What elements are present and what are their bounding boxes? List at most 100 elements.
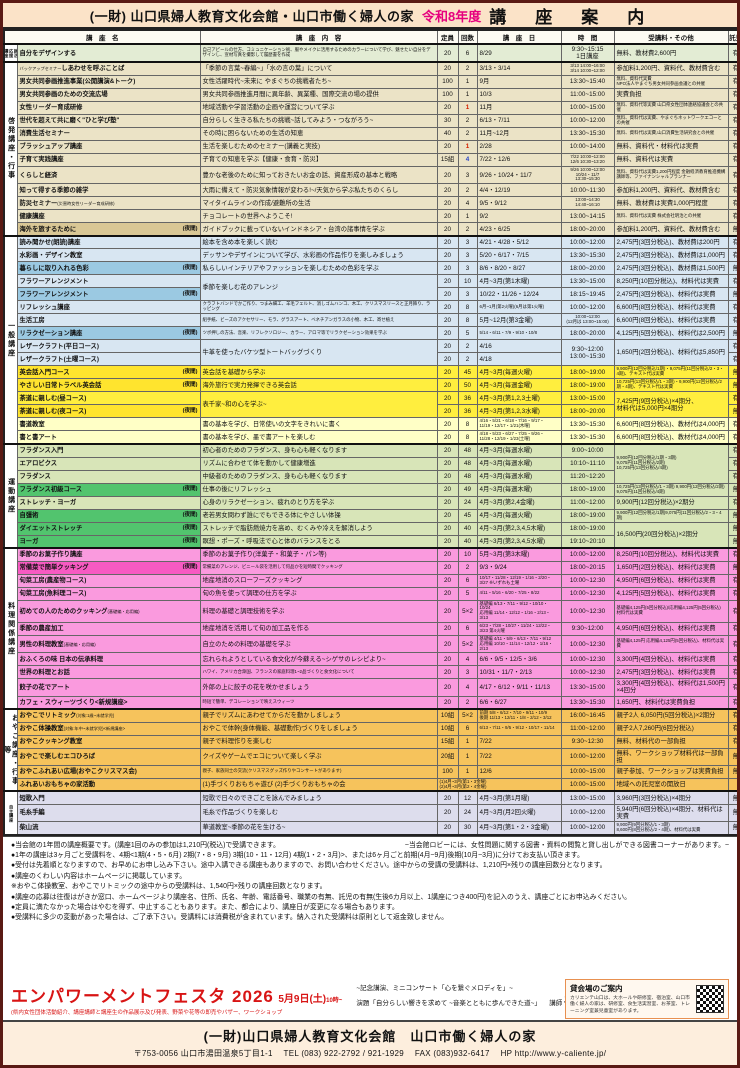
course-dates: 4/16 — [476, 339, 562, 354]
course-row: (夜間) やさしい日常トラベル英会話 海外旅行で実力発揮できる英会話 20 50 4月~3… — [4, 378, 737, 393]
course-time: 18:00~20:15 — [560, 560, 615, 575]
childcare-flag — [727, 777, 737, 792]
course-name: 世界の料理とお話 — [16, 665, 201, 680]
capacity: 20 — [436, 621, 459, 636]
course-time: 10:00~12:00 (12月は 13:00~15:00) — [560, 313, 615, 328]
course-dates: 9/2 — [476, 209, 562, 224]
festa-desc: (県内女性団体活動紹介、講座講師と講座生の作品展示及び発表、野菜や花等の即売やバ… — [11, 1010, 283, 1016]
group-label: 一般講座 — [3, 234, 18, 445]
course-desc: 豊かな老後のために知っておきたいお金の話、資産形成の基本と戦略 — [199, 165, 438, 185]
capacity: 20 — [436, 521, 459, 536]
footer-address: 〒753-0056 山口市湯田温泉5丁目1-1 — [133, 1049, 273, 1058]
course-time: 18:00~20:00 — [560, 222, 615, 237]
course-row: 子育て実践講座 子育ての知恵を学ぶ【健康・食育・防災】 15組 4 7/22・12/6 7… — [4, 152, 737, 167]
course-name: 水彩画・デザイン教室 — [16, 248, 201, 263]
footer-contact: 〒753-0056 山口市湯田温泉5丁目1-1 TEL (083) 922-27… — [3, 1048, 737, 1059]
course-fee: 8,250円(10回分税込)、材料代は実費 — [613, 274, 729, 289]
session-count: 24 — [457, 495, 478, 510]
childcare-flag: 有 — [727, 707, 737, 723]
course-time: 18:00~19:00 — [560, 378, 615, 393]
course-desc: 女性活躍時代~未来に やまぐちの挑戦者たち~ — [199, 74, 438, 89]
course-time: 13:30~15:30 — [560, 126, 615, 141]
course-name: 餃子の花でアート — [16, 678, 201, 697]
course-fee: 3,300円(4回分税込)、材料代は実費 — [613, 652, 729, 667]
course-dates: 6月~1月(第2火曜)(6月は第1火曜) — [476, 300, 562, 315]
course-desc: その時に困らないための生活の知恵 — [199, 126, 438, 141]
course-name: (夜間) フラダンス初級コース — [16, 482, 201, 497]
course-fee: 9,900円(12回分税込/1期・3期) 9,075円(11回分税込/2期) 1… — [613, 443, 729, 484]
course-dates: 基礎編 6/13・7/11・9/12・10/10・10/24 応用編 11/14… — [476, 599, 562, 623]
course-name: 健康講座 — [16, 209, 201, 224]
course-time: 13:30~15:40 — [560, 74, 615, 89]
title-banner: (一財) 山口県婦人教育文化会館・山口市働く婦人の家 令和8年度 講 座 案 内 — [3, 3, 737, 29]
session-count: 45 — [457, 365, 478, 380]
capacity: 15組 — [436, 734, 459, 749]
course-desc: 料理の基礎と調理技術を学ぶ — [199, 599, 438, 623]
course-dates: 4/11・5/16・6/20・7/25・8/22 — [476, 586, 562, 601]
capacity: 20 — [436, 821, 459, 836]
course-name: (夜間) 茶道に親しむ(夜コース) — [16, 404, 201, 419]
footer-url: HP http://www.y-caliente.jp/ — [500, 1049, 607, 1058]
capacity: 20 — [436, 560, 459, 575]
course-desc: 瞑想・ポーズ・呼吸法で心と体のバランスをとる — [199, 534, 438, 549]
course-dates: 8/29 — [476, 42, 562, 63]
course-fee: 親子2人 6,050円(5回分税込)×2期分 — [613, 707, 729, 723]
course-time: 10:00~15:00 — [560, 100, 615, 115]
course-fee: 2,475円(3回分税込)、教材費は1,500円 — [613, 261, 729, 276]
session-count: 5×2 — [457, 599, 478, 623]
course-desc: 中級者のためのフラダンス、身も心も軽くなります — [199, 469, 438, 484]
column-header: 託児 — [727, 29, 737, 45]
course-dates: 7/22・12/6 — [476, 152, 562, 167]
course-time: 13:30~15:30 — [560, 430, 615, 445]
footer-org: (一財)山口県婦人教育文化会館 山口市働く婦人の家 — [203, 1029, 537, 1044]
course-fee: 9,900円(12回分税込/1期)・9,075円(11回分税込/2・3・4期)、… — [613, 365, 729, 380]
course-desc: クラフトバンドでかご作り、つまみ細工、羊毛フェルト、消しゴムハンコ、木工、クリス… — [199, 300, 438, 315]
course-dates: 6/23・7/28・10/27・11/24・12/22・3/23 第4火曜 — [476, 621, 562, 636]
session-count: 1 — [457, 74, 478, 89]
course-row: (夜間) 茶道に親しむ(夜コース) 20 36 4月~3月(第1,2,3水曜) 18:00… — [4, 404, 737, 419]
course-desc: 自分らしく生きる私たちの挑戦~話してみよう・つながろう~ — [199, 113, 438, 128]
group-label: 就活応援講座 — [3, 42, 18, 63]
capacity: 20 — [436, 652, 459, 667]
capacity: 20 — [436, 339, 459, 354]
childcare-flag: 有 — [727, 469, 737, 484]
course-dates: 10/22・11/26・12/24 — [476, 287, 562, 302]
course-dates: 4月~3月(毎週金曜) — [476, 378, 562, 393]
course-desc: 親子で料理作りを楽しむ — [199, 734, 438, 749]
childcare-flag: 有 — [727, 417, 737, 432]
course-row: 世界の料理とお話 ハワイ、アメリカ合衆国、フランスの家庭料理1~2品づくりと食文化… — [4, 665, 737, 680]
course-fee: 6,600円(8回分税込)、教材代は4,000円 — [613, 417, 729, 432]
session-count: 8 — [457, 300, 478, 315]
course-name: レザークラフト(土曜コース) — [16, 352, 201, 367]
course-row: リフレッシュ講座 クラフトバンドでかご作り、つまみ細工、羊毛フェルト、消しゴムハン… — [4, 300, 737, 315]
note-text: ~当会館ロビーには、女性問題に関する図書・資料の閲覧と貸し出しができる図書コーナ… — [404, 841, 729, 849]
childcare-flag: 無 — [727, 326, 737, 341]
childcare-flag: 有 — [727, 734, 737, 749]
childcare-flag: 有 — [727, 443, 737, 458]
capacity: 10組 — [436, 707, 459, 723]
capacity: 20 — [436, 391, 459, 406]
course-desc: 組手紙、ビーズのアクセサリー、モラ、グラスアート、ベネチアンガラスの小物、木工、… — [199, 313, 438, 328]
childcare-flag: 無 — [727, 261, 737, 276]
course-row: 旬菜工房(農産物コース) 地産地消のスローフーズクッキング 20 6 10/17・11/… — [4, 573, 737, 588]
course-row: (夜間) 海外を旅するために ガイドブックに載っていないインドネシア・台湾の諸事情を… — [4, 222, 737, 237]
course-row: 世代を超えて共に磨く"ひと学び塾" 自分らしく生きる私たちの挑戦~話してみよう・つ… — [4, 113, 737, 128]
course-desc: 書の基本を学び、墨で書アートを楽しむ — [199, 430, 438, 445]
course-desc: 時短で簡単、デコレーションで映えスウィーツ — [199, 695, 438, 710]
capacity: 40 — [436, 126, 459, 141]
session-count: 5×2 — [457, 707, 478, 723]
course-fee: 9,900円(12回分税込)×2期分 — [613, 495, 729, 510]
childcare-flag: 有 — [727, 621, 737, 636]
course-dates: 4/17・6/12・9/11・11/13 — [476, 678, 562, 697]
childcare-flag: 有 — [727, 113, 737, 128]
capacity: 20 — [436, 430, 459, 445]
session-count: 24 — [457, 803, 478, 823]
course-fee: 参加料1,200円、資料代、教材費含む — [613, 183, 729, 198]
childcare-flag: 無 — [727, 365, 737, 380]
course-desc: 牛革を使ったバケツ型トートバッグづくり — [199, 339, 438, 367]
course-row: カフェ・スウィーツづくり<新規講座> 時短で簡単、デコレーションで映えスウィーツ 2… — [4, 695, 737, 710]
capacity: 10組 — [436, 721, 459, 736]
childcare-flag: 有 — [727, 456, 737, 471]
capacity: 20 — [436, 313, 459, 328]
course-row: 知って得する季節の雑学 大雨に備えて・防災気象情報が変わる!~/天気から学ぶ私たち… — [4, 183, 737, 198]
